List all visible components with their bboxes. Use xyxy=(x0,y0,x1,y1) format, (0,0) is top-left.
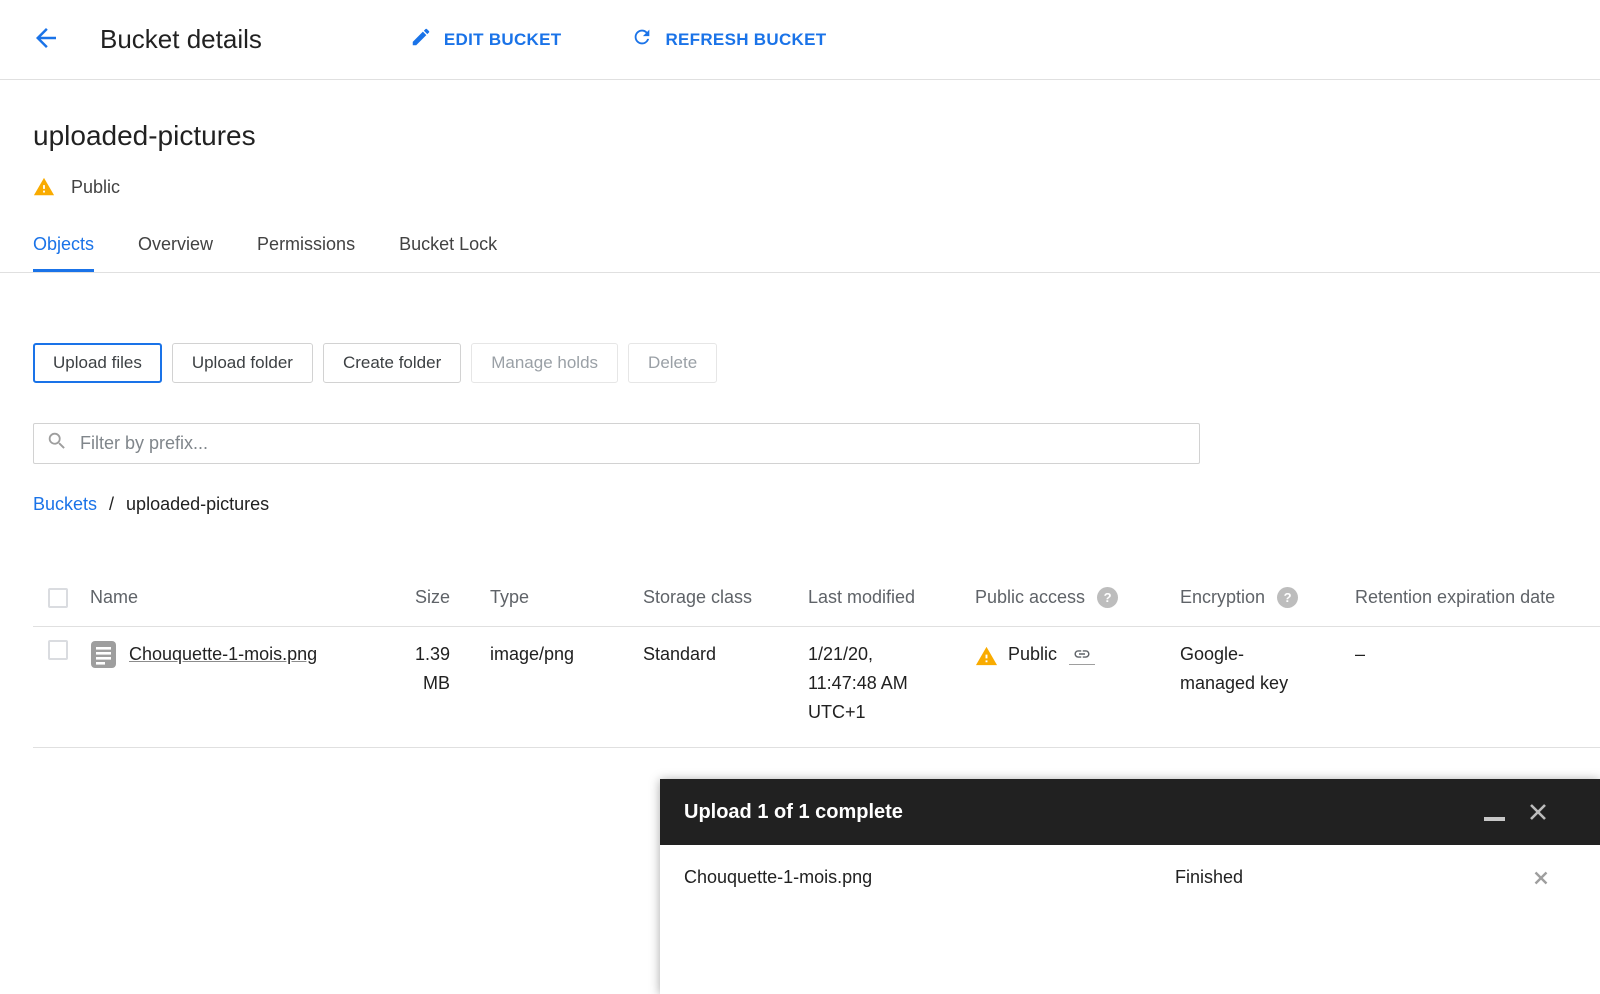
back-button[interactable] xyxy=(28,22,64,58)
upload-folder-button[interactable]: Upload folder xyxy=(171,343,313,383)
refresh-bucket-label: REFRESH BUCKET xyxy=(665,29,827,49)
object-name-link[interactable]: Chouquette-1-mois.png xyxy=(129,644,318,664)
tab-bar: Objects Overview Permissions Bucket Lock xyxy=(0,234,1600,273)
tab-bucket-lock[interactable]: Bucket Lock xyxy=(399,234,498,254)
row-checkbox[interactable] xyxy=(48,640,68,660)
object-size: 1.39 MB xyxy=(414,644,450,693)
column-header-last-modified: Last modified xyxy=(808,587,916,607)
bucket-visibility-label: Public xyxy=(71,176,121,197)
warning-icon xyxy=(33,176,55,198)
close-icon xyxy=(1532,869,1550,887)
objects-toolbar: Upload files Upload folder Create folder… xyxy=(33,343,1600,383)
search-icon xyxy=(46,430,68,457)
minimize-icon xyxy=(1483,817,1505,821)
bucket-name: uploaded-pictures xyxy=(33,120,256,151)
object-retention-expiration: – xyxy=(1355,644,1366,664)
object-storage-class: Standard xyxy=(643,644,717,664)
tab-objects[interactable]: Objects xyxy=(33,234,95,272)
upload-status-dialog: Upload 1 of 1 complete Chouquette-1-mois… xyxy=(660,779,1600,994)
column-header-size: Size xyxy=(414,587,450,607)
close-dialog-button[interactable] xyxy=(1524,798,1552,826)
close-icon xyxy=(1524,798,1552,826)
edit-bucket-label: EDIT BUCKET xyxy=(443,29,562,49)
upload-item-row: Chouquette-1-mois.png Finished xyxy=(660,845,1600,888)
tab-permissions[interactable]: Permissions xyxy=(257,234,356,254)
column-header-encryption: Encryption ? xyxy=(1180,587,1355,608)
help-icon[interactable]: ? xyxy=(1097,587,1119,608)
upload-item-name: Chouquette-1-mois.png xyxy=(684,867,873,887)
bucket-visibility-badge: Public xyxy=(33,176,1600,198)
encryption-text: Google-managed key xyxy=(1180,644,1289,693)
column-header-retention: Retention expiration date xyxy=(1355,587,1556,607)
breadcrumb: Buckets / uploaded-pictures xyxy=(33,494,1600,515)
upload-dialog-header: Upload 1 of 1 complete xyxy=(660,779,1600,845)
public-access-header-label: Public access xyxy=(975,587,1086,607)
tab-overview[interactable]: Overview xyxy=(138,234,214,254)
column-header-name: Name xyxy=(90,587,139,607)
object-type: image/png xyxy=(490,644,575,664)
object-public-access: Public xyxy=(975,640,1180,669)
page-title: Bucket details xyxy=(100,24,262,54)
create-folder-button[interactable]: Create folder xyxy=(322,343,462,383)
refresh-bucket-button[interactable]: REFRESH BUCKET xyxy=(631,26,826,53)
table-row: Chouquette-1-mois.png 1.39 MB image/png … xyxy=(33,627,1600,748)
filter-box xyxy=(33,423,1200,464)
back-arrow-icon xyxy=(31,23,61,56)
app-header: Bucket details EDIT BUCKET REFRESH BUCKE… xyxy=(0,0,1600,80)
upload-dialog-title: Upload 1 of 1 complete xyxy=(684,800,903,823)
dismiss-upload-item-button[interactable] xyxy=(1532,869,1550,887)
breadcrumb-current: uploaded-pictures xyxy=(126,494,270,514)
minimize-button[interactable] xyxy=(1482,800,1506,824)
upload-item-status: Finished xyxy=(1175,867,1244,887)
public-access-value: Public xyxy=(1008,644,1058,664)
manage-holds-button: Manage holds xyxy=(471,343,619,383)
column-header-storage-class: Storage class xyxy=(643,587,753,607)
last-modified-text: 1/21/20, 11:47:48 AM UTC+1 xyxy=(808,644,908,722)
breadcrumb-buckets-link[interactable]: Buckets xyxy=(33,494,98,514)
select-all-checkbox[interactable] xyxy=(48,587,68,608)
file-icon xyxy=(90,640,117,669)
objects-table: Name Size Type Storage class Last modifi… xyxy=(33,571,1600,748)
delete-button: Delete xyxy=(628,343,718,383)
edit-bucket-button[interactable]: EDIT BUCKET xyxy=(410,26,562,53)
column-header-public-access: Public access ? xyxy=(975,587,1180,608)
help-icon[interactable]: ? xyxy=(1277,587,1299,608)
refresh-icon xyxy=(631,26,653,53)
pencil-icon xyxy=(410,26,432,53)
object-encryption: Google-managed key xyxy=(1180,640,1355,698)
breadcrumb-separator: / xyxy=(109,494,115,514)
encryption-header-label: Encryption xyxy=(1180,587,1266,607)
table-header-row: Name Size Type Storage class Last modifi… xyxy=(33,571,1600,627)
object-last-modified: 1/21/20, 11:47:48 AM UTC+1 xyxy=(808,640,975,727)
filter-input[interactable] xyxy=(80,433,1187,454)
warning-icon xyxy=(975,642,998,668)
column-header-type: Type xyxy=(490,587,530,607)
upload-files-button[interactable]: Upload files xyxy=(33,343,162,383)
public-link-icon[interactable] xyxy=(1069,645,1096,665)
